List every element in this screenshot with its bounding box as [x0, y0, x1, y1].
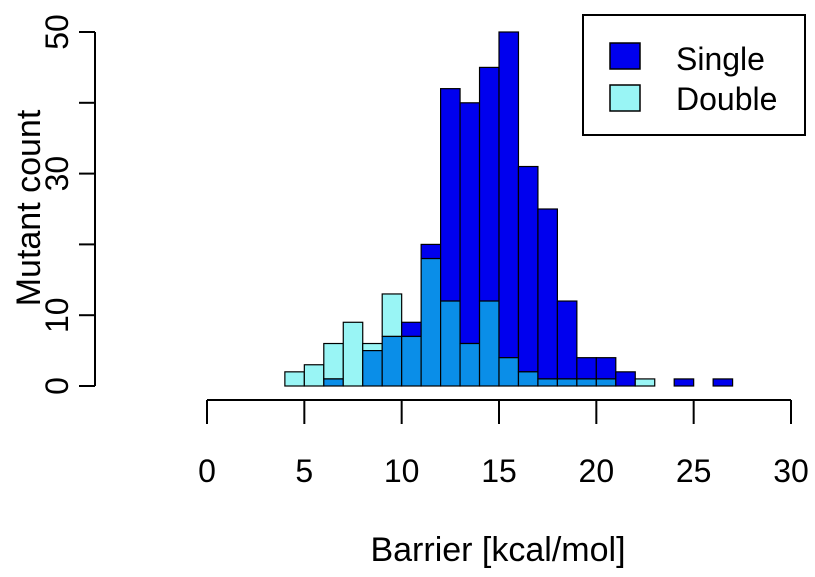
legend: Single Double: [582, 14, 806, 136]
x-tick-label: 5: [295, 453, 313, 489]
bar-double: [303, 364, 325, 387]
legend-swatch-single: [609, 42, 641, 70]
bar-single: [673, 378, 695, 387]
x-tick-label: 30: [773, 453, 809, 489]
bar-overlap: [498, 357, 520, 387]
bar-single: [459, 102, 481, 345]
bar-overlap: [556, 378, 578, 387]
bar-single: [498, 31, 520, 359]
bar-overlap: [401, 335, 422, 387]
bar-overlap: [459, 342, 481, 387]
bar-overlap: [323, 378, 344, 387]
bar-double: [362, 342, 383, 352]
x-tick-label: 25: [676, 453, 712, 489]
bar-single: [556, 300, 578, 380]
bar-overlap: [576, 378, 597, 387]
x-axis: 0 5 10 15 20 25 30: [198, 399, 809, 489]
bar-single: [537, 208, 559, 380]
bar-overlap: [440, 300, 461, 387]
bar-double: [634, 378, 656, 387]
bars-layer: [284, 31, 734, 387]
bar-double: [381, 293, 403, 338]
bar-double: [323, 342, 344, 380]
bar-single: [420, 243, 442, 260]
bar-single: [712, 378, 734, 387]
bar-single: [401, 321, 422, 338]
y-tick-label: 0: [39, 377, 75, 395]
legend-label-single: Single: [676, 41, 765, 77]
legend-swatch-double: [609, 84, 641, 112]
bar-single: [615, 371, 636, 387]
bar-single: [478, 66, 500, 302]
x-tick-label: 10: [384, 453, 420, 489]
legend-label-double: Double: [676, 81, 777, 117]
y-axis-label: Mutant count: [10, 109, 48, 306]
bar-overlap: [478, 300, 500, 387]
x-axis-label: Barrier [kcal/mol]: [370, 531, 625, 569]
bar-single: [595, 357, 617, 380]
y-tick-label: 30: [39, 156, 75, 192]
bar-overlap: [420, 257, 442, 387]
bar-double: [342, 321, 364, 387]
bar-overlap: [362, 350, 383, 387]
y-axis: 0 10 30 50: [39, 14, 96, 395]
bar-single: [440, 88, 461, 302]
bar-single: [576, 357, 597, 380]
bar-overlap: [537, 378, 559, 387]
y-tick-label: 10: [39, 297, 75, 333]
x-tick-label: 20: [579, 453, 615, 489]
bar-overlap: [381, 335, 403, 387]
legend-box: [582, 14, 806, 136]
x-tick-label: 15: [481, 453, 517, 489]
bar-overlap: [517, 371, 539, 387]
x-tick-label: 0: [198, 453, 216, 489]
y-tick-label: 50: [39, 14, 75, 50]
bar-overlap: [595, 378, 617, 387]
bar-single: [517, 165, 539, 373]
bar-double: [284, 371, 305, 387]
